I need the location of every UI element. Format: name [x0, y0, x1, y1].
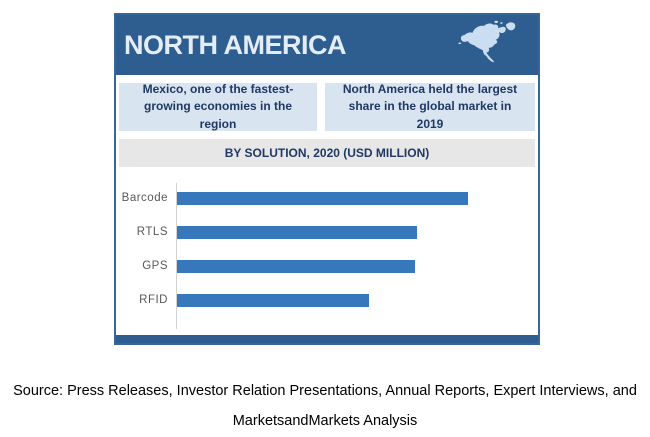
- bar-barcode: [177, 191, 468, 205]
- highlight-mexico: Mexico, one of the fastest-growing econo…: [119, 82, 317, 131]
- highlight-row: Mexico, one of the fastest-growing econo…: [119, 82, 535, 131]
- category-axis-line: [176, 183, 177, 329]
- category-label-gps: GPS: [142, 260, 168, 272]
- bar-gps: [177, 259, 416, 273]
- highlight-global-share: North America held the largest share in …: [325, 82, 535, 131]
- bar-rfid: [177, 293, 370, 307]
- category-label-rtls: RTLS: [136, 226, 168, 238]
- card-footer-strip: [116, 335, 538, 343]
- region-title: NORTH AMERICA: [124, 29, 347, 60]
- chart-row-rtls: RTLS: [116, 215, 538, 249]
- category-label-rfid: RFID: [139, 294, 168, 306]
- bar-rtls: [177, 225, 418, 239]
- chart-row-gps: GPS: [116, 249, 538, 283]
- chart-row-barcode: Barcode: [116, 181, 538, 215]
- north-america-card: NORTH AMERICA Mexico, one of the fastest…: [114, 13, 540, 345]
- source-line-1: Source: Press Releases, Investor Relatio…: [13, 383, 637, 399]
- source-note: Source: Press Releases, Investor Relatio…: [0, 376, 650, 436]
- source-line-2: MarketsandMarkets Analysis: [232, 413, 418, 429]
- category-label-barcode: Barcode: [121, 192, 168, 204]
- north-america-map-icon: [458, 20, 516, 63]
- bar-chart: Barcode RTLS GPS RFID: [116, 167, 538, 335]
- chart-title: BY SOLUTION, 2020 (USD MILLION): [119, 139, 535, 167]
- chart-row-rfid: RFID: [116, 283, 538, 317]
- card-header: NORTH AMERICA: [116, 15, 538, 75]
